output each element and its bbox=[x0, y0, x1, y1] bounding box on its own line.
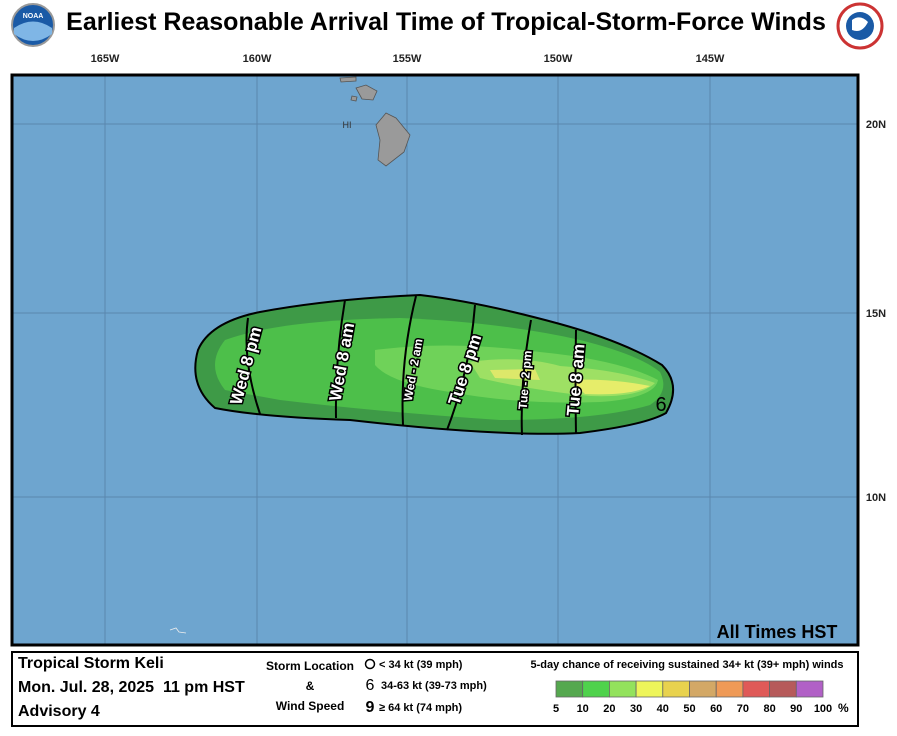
scale-swatch bbox=[635, 680, 664, 698]
scale-swatch bbox=[555, 680, 584, 698]
scale-label: 80 bbox=[763, 703, 775, 715]
scale-label: 40 bbox=[657, 703, 669, 715]
noaa-logo: NOAA bbox=[11, 3, 55, 47]
advisory-number: Advisory 4 bbox=[18, 703, 100, 720]
scale-swatch bbox=[582, 680, 610, 698]
advisory-date: Mon. Jul. 28, 2025 11 pm HST bbox=[18, 679, 245, 696]
key-symbol bbox=[364, 658, 376, 670]
longitude-label: 150W bbox=[544, 53, 573, 65]
scale-swatch bbox=[715, 680, 744, 698]
longitude-label: 155W bbox=[393, 53, 422, 65]
key-title: & bbox=[306, 679, 315, 693]
key-symbol: 9 bbox=[366, 699, 375, 716]
scale-swatch bbox=[689, 680, 717, 698]
longitude-label: 145W bbox=[696, 53, 725, 65]
scale-label: 20 bbox=[603, 703, 615, 715]
scale-label: 70 bbox=[737, 703, 749, 715]
latitude-label: 20N bbox=[866, 119, 886, 131]
key-item: < 34 kt (39 mph) bbox=[379, 659, 463, 671]
latitude-label: 10N bbox=[866, 492, 886, 504]
scale-swatch bbox=[609, 680, 637, 698]
scale-swatch bbox=[662, 680, 690, 698]
scale-label: 50 bbox=[683, 703, 695, 715]
scale-label: 5 bbox=[553, 703, 559, 715]
key-symbol: 6 bbox=[366, 677, 375, 694]
scale-swatch bbox=[795, 680, 824, 698]
swath bbox=[194, 293, 674, 435]
title: Earliest Reasonable Arrival Time of Trop… bbox=[66, 8, 826, 36]
longitude-label: 165W bbox=[91, 53, 120, 65]
time-label: Tue - 2 pm bbox=[516, 350, 535, 410]
scale-label: 30 bbox=[630, 703, 642, 715]
key-title: Wind Speed bbox=[276, 699, 345, 713]
longitude-label: 160W bbox=[243, 53, 272, 65]
scale-label: 10 bbox=[577, 703, 589, 715]
svg-text:NOAA: NOAA bbox=[23, 13, 44, 20]
island-label: HI bbox=[343, 120, 352, 130]
scale-swatch bbox=[742, 680, 771, 698]
note: All Times HST bbox=[717, 622, 838, 642]
scale-unit: % bbox=[838, 701, 849, 715]
storm-symbol: 6 bbox=[655, 394, 666, 416]
time-lines bbox=[245, 295, 577, 436]
scale-label: 100 bbox=[814, 703, 832, 715]
probability-scale: 5 10 20 30 40 50 60 70 80 90 100% bbox=[553, 680, 849, 715]
nws-logo bbox=[836, 2, 884, 50]
islands bbox=[169, 76, 411, 634]
storm-name: Tropical Storm Keli bbox=[18, 655, 164, 672]
scale-label: 60 bbox=[710, 703, 722, 715]
probability-title: 5-day chance of receiving sustained 34+ … bbox=[531, 659, 844, 671]
scale-swatch bbox=[769, 680, 797, 698]
key-item: 34-63 kt (39-73 mph) bbox=[381, 680, 487, 692]
map-frame bbox=[10, 73, 860, 647]
key-item: ≥ 64 kt (74 mph) bbox=[379, 702, 462, 714]
key-title: Storm Location bbox=[266, 659, 354, 673]
scale-label: 90 bbox=[790, 703, 802, 715]
latitude-label: 15N bbox=[866, 308, 886, 320]
